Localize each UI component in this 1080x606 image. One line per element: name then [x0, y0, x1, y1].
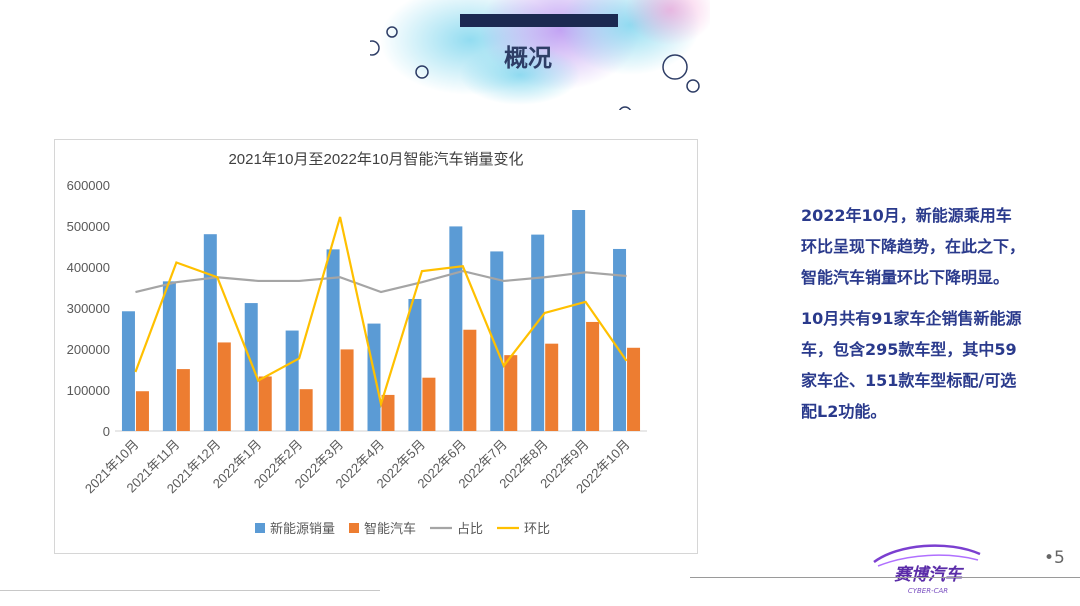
ev-sales-bar [613, 248, 627, 431]
smart-car-bar [627, 347, 641, 431]
smart-car-bar [586, 321, 600, 431]
page-title: 概况 [504, 44, 552, 72]
left-axis-tick-label: 500000 [67, 219, 110, 234]
legend-swatch [255, 523, 265, 533]
smart-car-bar [422, 377, 436, 431]
footer-divider-left [0, 590, 380, 591]
smart-car-bar [463, 329, 477, 431]
legend-label: 环比 [524, 521, 550, 536]
smart-car-bar [135, 391, 149, 431]
smart-car-bar [340, 349, 354, 431]
ev-sales-bar [121, 311, 135, 431]
ev-sales-bar [203, 234, 217, 431]
ev-sales-bar [367, 323, 381, 431]
left-axis-tick-label: 200000 [67, 342, 110, 357]
left-axis-tick-label: 400000 [67, 260, 110, 275]
header-accent-bar [460, 14, 618, 27]
summary-paragraph-2: 10月共有91家车企销售新能源车，包含295款车型，其中59家车企、151款车型… [801, 309, 1022, 421]
smart-car-bar [299, 389, 313, 431]
legend-swatch [349, 523, 359, 533]
ev-sales-bar [285, 330, 299, 431]
ev-sales-bar [244, 303, 258, 431]
ev-sales-bar [408, 298, 422, 431]
smart-car-bar [381, 394, 395, 431]
ev-sales-bar [490, 251, 504, 431]
smart-car-bar [176, 369, 190, 431]
ev-sales-bar [162, 281, 176, 431]
footer-divider [690, 577, 1080, 578]
left-axis-tick-label: 0 [103, 424, 110, 439]
smart-car-bar [545, 343, 559, 431]
left-axis-tick-label: 100000 [67, 383, 110, 398]
smart-car-bar [258, 376, 272, 431]
ev-sales-bar [531, 234, 545, 431]
chart-frame: 2021年10月至2022年10月智能汽车销量变化 0 100000 200000 3… [54, 139, 698, 554]
brand-logo-text: 赛博汽车 [894, 565, 965, 585]
brand-logo-subtext: CYBER-CAR [908, 587, 948, 595]
left-axis-tick-label: 300000 [67, 301, 110, 316]
smart-car-bar [217, 342, 231, 431]
chart-title: 2021年10月至2022年10月智能汽车销量变化 [228, 150, 523, 168]
mom-line [134, 216, 628, 409]
legend-label: 占比 [457, 521, 483, 536]
page-number: •5 [1044, 548, 1065, 568]
brand-logo: 赛博汽车 CYBER-CAR [873, 544, 981, 595]
summary-text: 2022年10月，新能源乘用车环比呈现下降趋势，在此之下，智能汽车销量环比下降明… [801, 200, 1026, 437]
left-axis-tick-label: 600000 [67, 178, 110, 193]
ev-sales-bar [326, 249, 340, 431]
legend-label: 智能汽车 [364, 521, 416, 536]
combo-chart: 2021年10月至2022年10月智能汽车销量变化 0 100000 200000 3… [67, 150, 647, 536]
ev-sales-bar [449, 226, 463, 431]
ev-sales-bar [572, 210, 586, 431]
summary-paragraph-1: 2022年10月，新能源乘用车环比呈现下降趋势，在此之下，智能汽车销量环比下降明… [801, 206, 1026, 287]
smart-car-bar [504, 355, 518, 431]
legend-label: 新能源销量 [270, 521, 335, 536]
